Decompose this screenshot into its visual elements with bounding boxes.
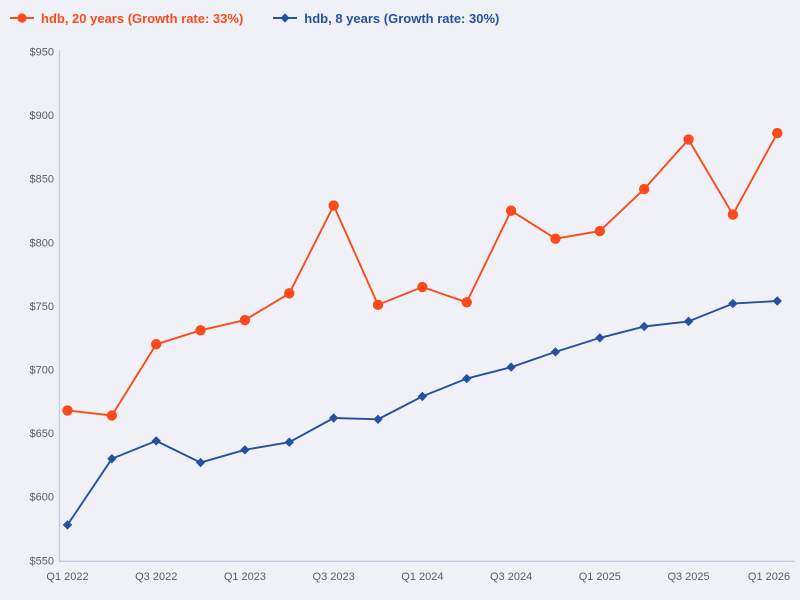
x-tick-label: Q3 2022 (135, 571, 177, 583)
x-tick-label: Q3 2024 (490, 571, 532, 583)
data-point-marker (550, 233, 561, 244)
legend-label-hdb-8-years: hdb, 8 years (Growth rate: 30%) (304, 10, 500, 26)
data-point-marker (328, 200, 339, 211)
data-point-marker (62, 520, 73, 530)
diamond-marker-icon (273, 13, 298, 23)
chart-legend: hdb, 20 years (Growth rate: 33%) hdb, 8 … (10, 8, 499, 28)
data-point-marker (62, 405, 73, 416)
y-tick-label: $550 (30, 555, 54, 567)
data-point-marker (639, 321, 649, 332)
x-tick-label: Q1 2026 (748, 571, 790, 583)
data-point-marker (462, 373, 472, 384)
data-point-marker (506, 362, 516, 372)
x-tick-label: Q1 2024 (401, 571, 443, 583)
data-point-marker (727, 209, 739, 220)
series-line-hdb-8-years (66, 300, 778, 526)
data-point-marker (772, 296, 782, 306)
series-line-hdb-20-years (67, 132, 779, 417)
data-point-marker (151, 339, 162, 350)
data-point-marker (328, 413, 339, 423)
data-point-marker (195, 325, 206, 336)
data-point-marker (284, 288, 295, 299)
data-point-marker (638, 183, 650, 195)
data-point-marker (417, 281, 428, 293)
y-tick-label: $650 (30, 428, 54, 440)
y-tick-label: $900 (30, 110, 54, 122)
legend-item-hdb-20-years[interactable]: hdb, 20 years (Growth rate: 33%) (10, 11, 243, 26)
x-tick-label: Q3 2025 (667, 571, 709, 583)
data-point-marker (728, 298, 738, 309)
data-point-marker (594, 225, 606, 237)
data-point-marker (772, 127, 783, 139)
data-point-marker (372, 299, 384, 311)
data-point-marker (417, 391, 428, 402)
y-tick-label: $700 (30, 365, 54, 377)
y-tick-label: $950 (30, 47, 54, 59)
x-tick-label: Q1 2022 (46, 571, 88, 583)
y-tick-label: $750 (30, 301, 54, 313)
data-point-marker (595, 333, 605, 343)
y-tick-label: $600 (30, 492, 54, 504)
data-point-marker (151, 436, 161, 446)
y-tick-label: $850 (30, 174, 54, 186)
y-tick-label: $800 (30, 237, 54, 249)
data-point-marker (239, 314, 251, 326)
circle-marker-icon (10, 13, 34, 23)
data-point-marker (550, 347, 561, 357)
data-point-marker (284, 437, 294, 447)
axis-lines (58, 50, 795, 562)
legend-label-hdb-20-years: hdb, 20 years (Growth rate: 33%) (41, 10, 244, 26)
data-point-marker (195, 457, 206, 468)
x-tick-label: Q1 2023 (224, 571, 266, 583)
data-point-marker (505, 205, 517, 216)
data-point-marker (683, 316, 694, 327)
data-point-marker (373, 414, 383, 425)
x-tick-label: Q1 2025 (579, 571, 621, 583)
data-point-marker (461, 297, 472, 308)
data-point-marker (240, 445, 250, 455)
x-tick-label: Q3 2023 (313, 571, 355, 583)
data-point-marker (107, 454, 117, 464)
data-point-marker (683, 134, 694, 145)
legend-item-hdb-8-years[interactable]: hdb, 8 years (Growth rate: 30%) (273, 11, 499, 26)
data-point-marker (106, 410, 118, 421)
